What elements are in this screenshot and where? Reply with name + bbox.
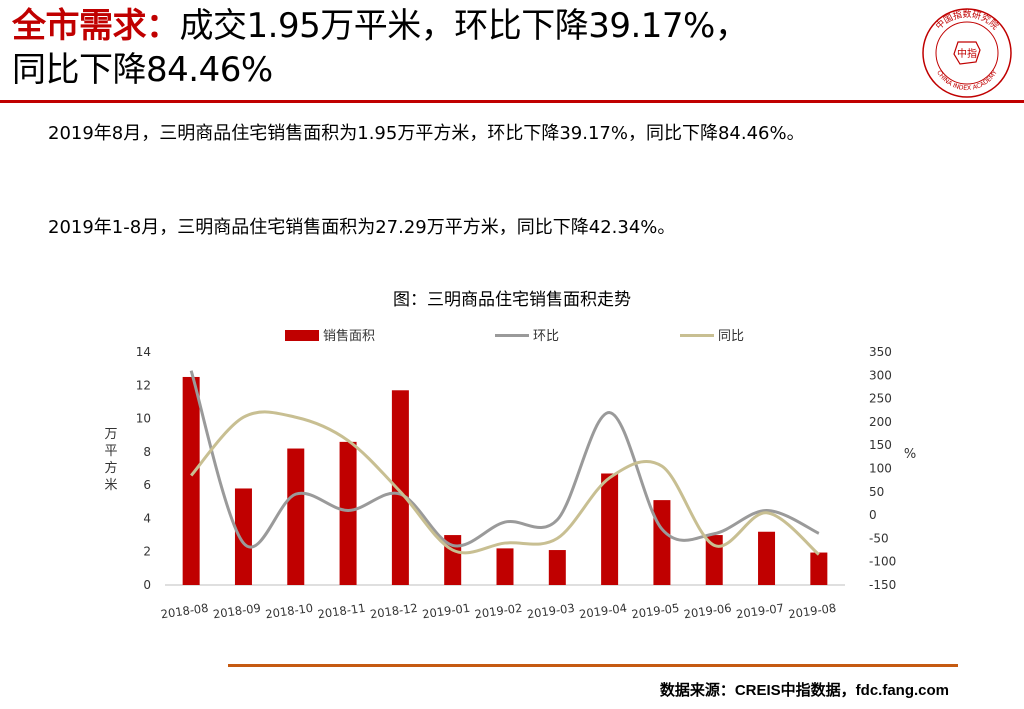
logo-text-bottom: CHINA INDEX ACADEMY xyxy=(935,69,999,92)
title-divider xyxy=(0,100,1024,103)
svg-text:CHINA INDEX ACADEMY: CHINA INDEX ACADEMY xyxy=(935,69,999,92)
x-tick-label: 2019-05 xyxy=(631,601,681,622)
bar-2019-07 xyxy=(758,531,776,585)
y2-tick-label: 0 xyxy=(869,508,877,522)
logo-text-top: 中国指数研究院 xyxy=(933,8,1001,32)
y2-tick-label: 100 xyxy=(869,462,892,476)
bar-2019-05 xyxy=(653,500,671,585)
page-title: 全市需求：成交1.95万平米，环比下降39.17%， 同比下降84.46% xyxy=(12,4,912,92)
y-axis-label-char: 米 xyxy=(104,478,117,493)
y2-tick-label: 150 xyxy=(869,438,892,452)
x-tick-label: 2018-08 xyxy=(160,601,210,622)
legend-label-销售面积: 销售面积 xyxy=(323,328,375,344)
bar-2018-12 xyxy=(391,390,409,585)
logo-text-center: 中指 xyxy=(957,47,977,60)
x-tick-label: 2019-07 xyxy=(735,601,785,622)
x-tick-label: 2018-11 xyxy=(317,601,367,622)
x-tick-label: 2019-03 xyxy=(526,601,576,622)
y-tick-label: 4 xyxy=(143,511,151,525)
bar-2018-11 xyxy=(339,441,357,585)
y2-tick-label: -150 xyxy=(869,578,896,592)
line-同比 xyxy=(190,410,820,556)
x-tick-label: 2018-09 xyxy=(212,601,262,622)
bar-2019-08 xyxy=(810,552,828,585)
x-tick-label: 2019-04 xyxy=(578,601,628,622)
title-line1-rest: 成交1.95万平米，环比下降39.17%， xyxy=(179,6,749,46)
y-tick-label: 14 xyxy=(136,345,151,359)
paragraph-1: 2019年8月，三明商品住宅销售面积为1.95万平方米，环比下降39.17%，同… xyxy=(48,123,805,144)
legend-swatch-销售面积 xyxy=(285,330,319,341)
sales-area-chart: 0 2 4 6 8 10 12 14 -150 -100 -50 0 50 100 150 200 250 300… xyxy=(104,328,916,622)
title-highlight: 全市需求： xyxy=(12,6,180,46)
x-tick-label: 2018-10 xyxy=(264,601,314,622)
china-index-academy-logo: 中国指数研究院 CHINA INDEX ACADEMY 中指 xyxy=(922,8,1012,98)
y2-tick-label: 250 xyxy=(869,392,892,406)
y-tick-label: 0 xyxy=(143,578,151,592)
bar-2018-09 xyxy=(234,488,252,585)
y-axis-label-char: 万 xyxy=(104,427,117,442)
bar-2019-04 xyxy=(601,473,619,585)
x-tick-label: 2019-01 xyxy=(421,601,471,622)
y2-tick-label: 350 xyxy=(869,345,892,359)
title-line2: 同比下降84.46% xyxy=(12,50,273,90)
bar-2019-02 xyxy=(496,548,514,585)
y-tick-label: 2 xyxy=(143,545,151,559)
legend-label-环比: 环比 xyxy=(533,329,559,344)
data-source: 数据来源：CREIS中指数据，fdc.fang.com xyxy=(659,682,949,699)
x-tick-label: 2019-02 xyxy=(474,601,524,622)
x-tick-label: 2019-06 xyxy=(683,601,733,622)
footer-divider xyxy=(228,664,958,667)
y-tick-label: 10 xyxy=(136,412,151,426)
y-tick-label: 6 xyxy=(143,478,151,492)
svg-text:中国指数研究院: 中国指数研究院 xyxy=(933,8,1001,32)
bar-2018-10 xyxy=(287,448,305,585)
legend-label-同比: 同比 xyxy=(718,329,744,344)
y2-axis-label: % xyxy=(904,447,916,462)
y-axis-label-char: 方 xyxy=(104,460,117,476)
x-tick-label: 2019-08 xyxy=(788,601,838,622)
chart-title: 图：三明商品住宅销售面积走势 xyxy=(393,290,631,310)
y-tick-label: 12 xyxy=(136,378,151,392)
y2-tick-label: 300 xyxy=(869,368,892,382)
bar-2018-08 xyxy=(182,376,200,585)
y-tick-label: 8 xyxy=(143,445,151,459)
y2-tick-label: 200 xyxy=(869,415,892,429)
bar-2019-03 xyxy=(548,550,566,585)
paragraph-2: 2019年1-8月，三明商品住宅销售面积为27.29万平方米，同比下降42.34… xyxy=(48,217,676,238)
y2-tick-label: 50 xyxy=(869,485,884,499)
y-axis-label-char: 平 xyxy=(104,444,117,459)
y2-tick-label: -100 xyxy=(869,555,896,569)
x-tick-label: 2018-12 xyxy=(369,601,419,622)
y2-tick-label: -50 xyxy=(869,531,889,545)
line-环比 xyxy=(189,370,820,549)
